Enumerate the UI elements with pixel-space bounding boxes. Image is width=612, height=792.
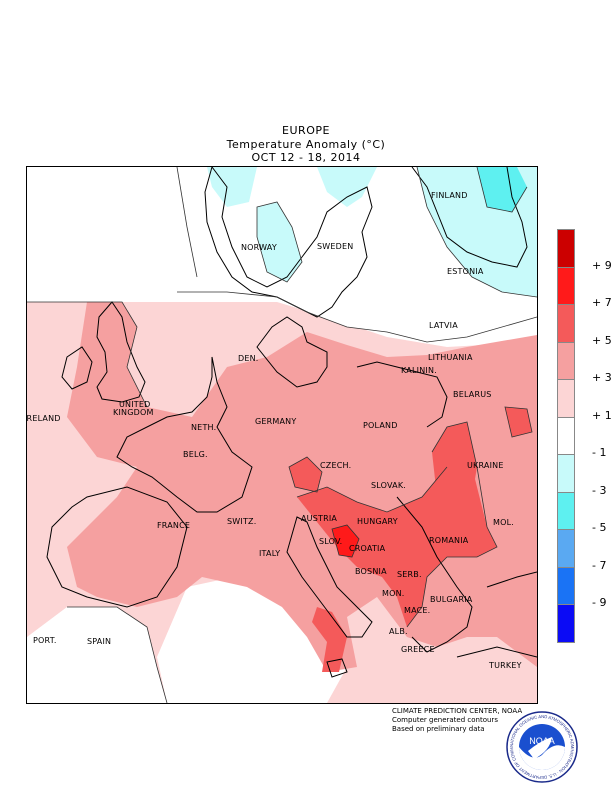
label-serb: SERB. [397,570,422,579]
legend-tick-label: + 3 [592,371,612,384]
label-finland: FINLAND [431,191,468,200]
label-port: PORT. [33,636,57,645]
legend-swatch [557,604,575,643]
legend-tick-label: + 9 [592,258,612,272]
legend-tick-label: - 9 [592,596,607,609]
legend-swatch [557,341,575,380]
label-hungary: HUNGARY [357,517,398,526]
legend-swatch [557,454,575,493]
label-mol: MOL. [493,518,514,527]
anomaly-region-minus3-finland [477,167,527,212]
noaa-logo: NOAA NATIONAL OCEANIC AND ATMOSPHERIC AD… [506,711,578,783]
label-ireland: IRELAND [26,414,61,423]
anomaly-region-plus5-italy-south [312,607,347,672]
map-date-range: OCT 12 - 18, 2014 [251,151,361,164]
label-spain: SPAIN [87,637,112,646]
label-den: DEN. [238,354,259,363]
map-title: EUROPE [282,124,330,137]
legend-tick-label: - 3 [592,483,607,497]
noaa-logo-text: NOAA [529,736,555,746]
label-poland: POLAND [363,421,398,430]
label-italy: ITALY [259,549,281,558]
label-alb: ALB. [389,627,408,636]
label-slovak: SLOVAK. [371,481,407,490]
label-mace: MACE. [404,606,431,615]
legend-swatch [557,529,575,568]
label-united: UNITED [119,400,151,409]
label-estonia: ESTONIA [447,267,484,276]
contour-lines [27,167,537,703]
anomaly-region-plus5-ukraine [432,422,477,507]
label-bulgaria: BULGARIA [430,595,473,604]
legend-swatch [557,491,575,530]
map-canvas [27,167,537,703]
color-legend [557,229,575,643]
label-lithuania: LITHUANIA [428,353,473,362]
anomaly-map: FINLAND NORWAY SWEDEN ESTONIA LATVIA LIT… [26,166,538,704]
legend-swatch [557,266,575,305]
anomaly-region-minus1-norway [257,202,302,282]
label-czech: CZECH. [320,461,352,470]
label-ukraine: UKRAINE [467,461,504,470]
label-slov: SLOV. [319,537,343,546]
legend-swatch [557,379,575,418]
label-austria: AUSTRIA [301,514,338,523]
credit-line-1: CLIMATE PREDICTION CENTER, NOAA [392,707,523,715]
legend-tick-label: + 1 [592,408,612,422]
label-turkey: TURKEY [489,661,522,670]
label-germany: GERMANY [255,417,297,426]
label-france: FRANCE [157,521,191,530]
label-kingdom: KINGDOM [113,408,154,417]
anomaly-region-minus1-lapland [317,167,377,207]
legend-tick-label: + 5 [592,333,612,347]
legend-swatch [557,229,575,268]
legend-tick-label: - 7 [592,558,607,572]
label-sweden: SWEDEN [317,242,354,251]
label-kalinin: KALININ. [401,366,437,375]
label-neth: NETH. [191,423,217,432]
label-mon: MON. [382,589,405,598]
label-belg: BELG. [183,450,208,459]
label-bosnia: BOSNIA [355,567,387,576]
legend-swatch [557,566,575,605]
label-romania: ROMANIA [429,536,469,545]
credit-line-2: Computer generated contours [392,716,498,724]
label-belarus: BELARUS [453,390,492,399]
anomaly-region-plus5-czech [289,457,322,492]
label-latvia: LATVIA [429,321,458,330]
label-switz: SWITZ. [227,517,257,526]
legend-tick-label: - 5 [592,521,607,534]
legend-tick-label: - 1 [592,446,607,459]
legend-swatch [557,304,575,343]
legend-tick-label: + 7 [592,296,612,309]
map-subtitle: Temperature Anomaly (°C) [226,138,386,151]
anomaly-region-plus7 [332,525,359,557]
legend-swatch [557,416,575,455]
credit-line-3: Based on preliminary data [392,725,485,733]
anomaly-region-plus5-belarus [505,407,532,437]
anomaly-region-neutral-south [27,607,167,703]
label-greece: GREECE [401,645,435,654]
label-norway: NORWAY [241,243,277,252]
label-croatia: CROATIA [349,544,386,553]
coastlines [46,167,537,678]
